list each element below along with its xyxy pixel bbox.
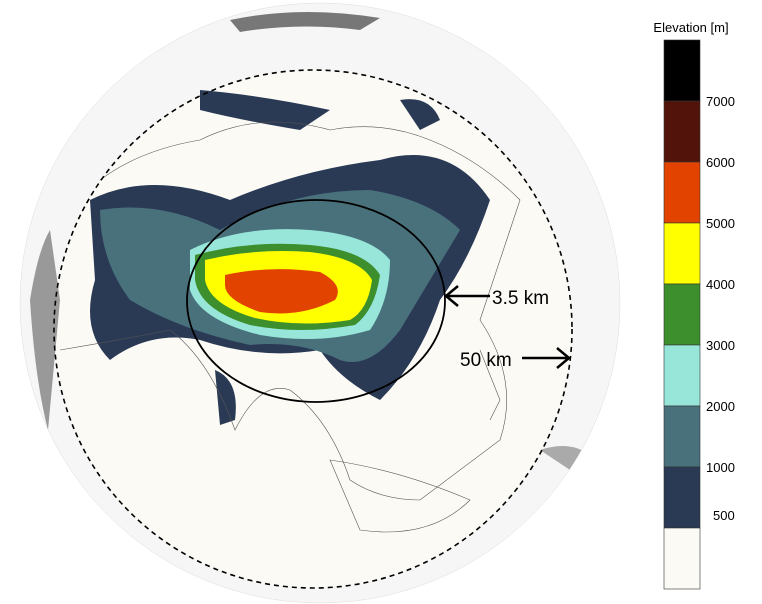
colorbar-tick-label: 6000 [706,155,735,170]
colorbar-tick-label: 2000 [706,399,735,414]
inner-radius-label: 3.5 km [492,288,549,309]
edge-land [30,230,60,430]
elevation-500-1000 [215,370,236,425]
outer-radius-label: 50 km [460,350,512,371]
coastline [329,459,471,533]
colorbar-segment [663,39,701,102]
colorbar-segment [663,527,701,590]
colorbar-tick-label: 1000 [706,460,735,475]
colorbar-segment [663,283,701,346]
arrow-icon [522,347,571,369]
edge-land [230,11,380,32]
elevation-500-1000 [200,90,330,130]
colorbar: Elevation [m] 7000 6000 5000 4000 3000 2000 10… [653,20,735,590]
colorbar-tick-label: 4000 [706,277,735,292]
colorbar-segment [663,100,701,163]
colorbar-tick-label: 5000 [706,216,735,231]
inner-domain-ellipse [186,199,446,403]
colorbar-tick-label: 3000 [706,338,735,353]
colorbar-segment [663,466,701,529]
coastline [59,121,521,501]
colorbar-segment [663,222,701,285]
colorbar-segment [663,344,701,407]
globe: 3.5 km 50 km [19,2,621,604]
arrow-icon [444,285,490,307]
colorbar-tick-label: 7000 [706,94,735,109]
elevation-500-1000 [400,99,440,130]
outer-domain-circle [53,69,573,589]
colorbar-segment [663,161,701,224]
elevation-5000-6000 [225,269,338,314]
colorbar-segment [663,405,701,468]
coastline [479,349,501,421]
colorbar-title: Elevation [m] [653,20,728,35]
colorbar-tick-label: 500 [713,508,735,523]
